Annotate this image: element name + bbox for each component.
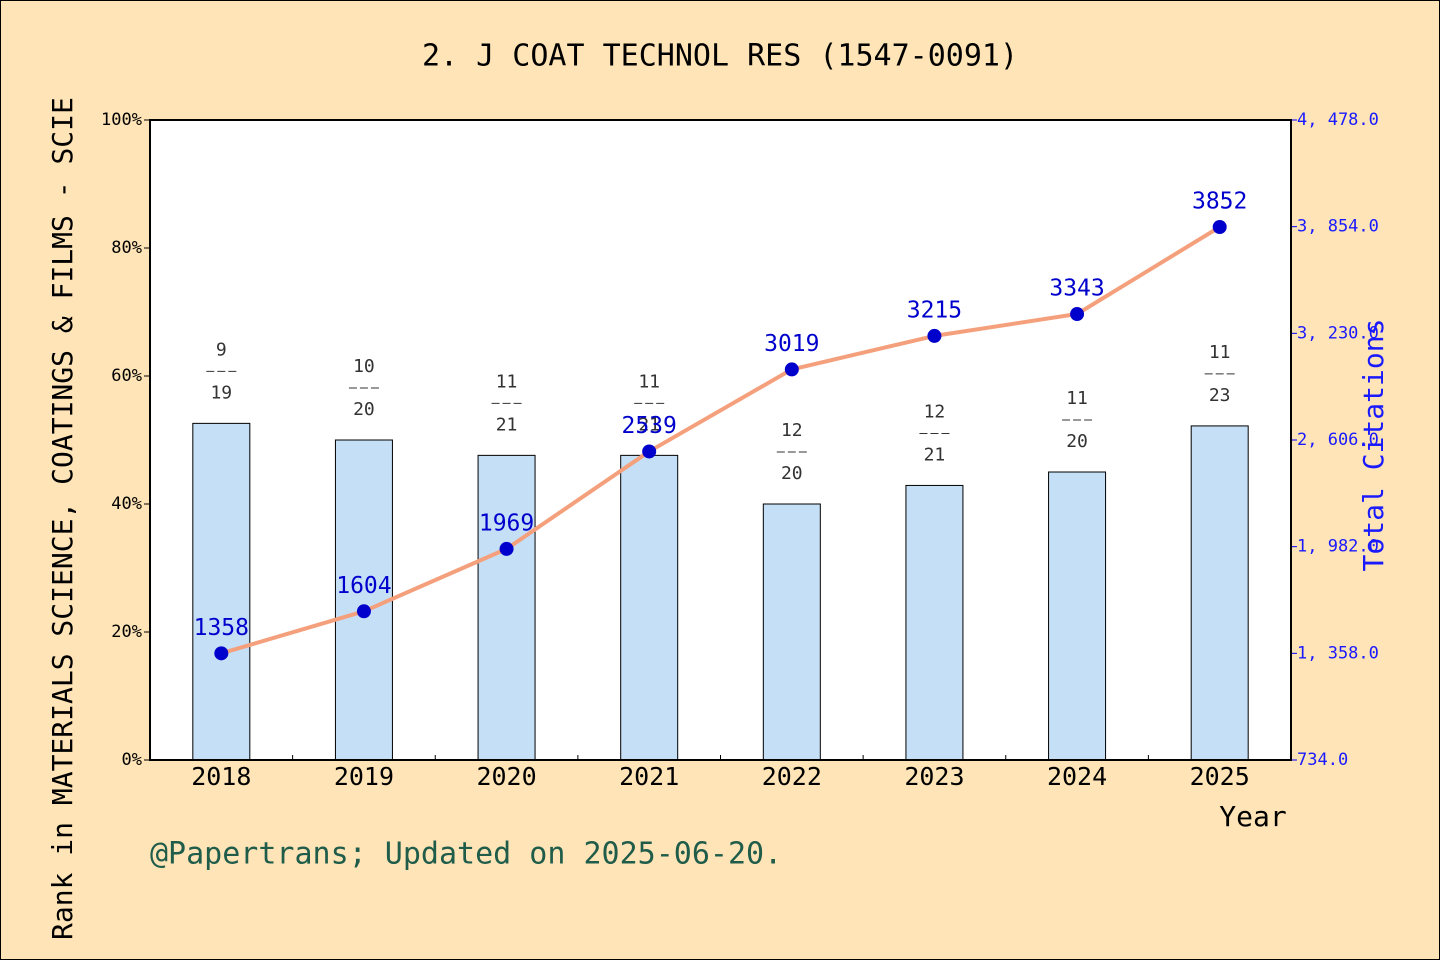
bar-total-label: 21	[496, 414, 518, 435]
x-tick-label: 2025	[1190, 762, 1250, 791]
citation-label: 3852	[1192, 189, 1247, 215]
citation-label: 3215	[907, 297, 962, 323]
citation-point	[499, 541, 514, 556]
citation-label: 3019	[764, 331, 819, 357]
bar-rank-label: 11	[1209, 342, 1231, 363]
x-tick-label: 2020	[476, 762, 536, 791]
bar-rank-label: 12	[924, 401, 946, 422]
y-tick-label: 20%	[111, 622, 142, 642]
citation-point	[1070, 307, 1085, 322]
citation-label: 2539	[621, 413, 676, 439]
y2-tick-label: 734.0	[1297, 750, 1348, 770]
bar	[620, 454, 679, 761]
bar-rank-label: 12	[781, 420, 803, 441]
y-tick-label: 100%	[101, 110, 142, 130]
citation-label: 1604	[336, 573, 391, 599]
chart-title: 2. J COAT TECHNOL RES (1547-0091)	[422, 39, 1018, 74]
bar	[1048, 471, 1107, 761]
y2-tick-label: 3, 230.0	[1297, 323, 1379, 343]
citation-point	[642, 444, 657, 459]
plot-area	[150, 120, 1291, 760]
bar	[334, 439, 393, 761]
y-tick-label: 60%	[111, 366, 142, 386]
citation-point	[1212, 220, 1227, 235]
bar-total-label: 23	[1209, 385, 1231, 406]
x-tick-label: 2019	[334, 762, 394, 791]
citation-point	[356, 604, 371, 619]
footer-note: @Papertrans; Updated on 2025-06-20.	[150, 837, 782, 872]
citation-label: 1358	[194, 615, 249, 641]
y-tick-label: 80%	[111, 238, 142, 258]
bar-rank-label: 11	[1066, 388, 1088, 409]
citation-label: 1969	[479, 510, 534, 536]
x-tick-label: 2021	[619, 762, 679, 791]
citation-line	[220, 225, 1221, 656]
y-tick-label: 0%	[122, 750, 142, 770]
bar-rank-label: 11	[496, 371, 518, 392]
x-tick-label: 2023	[904, 762, 964, 791]
bar-total-label: 19	[210, 382, 232, 403]
bar-rank-label: 11	[638, 371, 660, 392]
citation-label: 3343	[1049, 276, 1104, 302]
x-tick-label: 2024	[1047, 762, 1107, 791]
y2-axis-title: Total Citations	[1357, 319, 1390, 572]
bar-total-label: 21	[638, 414, 660, 435]
y-axis-title: Rank in MATERIALS SCIENCE, COATINGS & FI…	[46, 97, 79, 940]
bar	[1190, 425, 1249, 761]
citation-point	[214, 646, 229, 661]
bar	[192, 422, 251, 761]
bar-rank-label: 10	[353, 356, 375, 377]
y2-tick-label: 3, 854.0	[1297, 217, 1379, 237]
citation-point	[927, 328, 942, 343]
plot-border	[149, 119, 1292, 761]
y2-tick-label: 2, 606.0	[1297, 430, 1379, 450]
y-tick-label: 40%	[111, 494, 142, 514]
x-tick-label: 2018	[191, 762, 251, 791]
bar-total-label: 20	[781, 463, 803, 484]
bar-total-label: 21	[924, 444, 946, 465]
y2-tick-label: 1, 358.0	[1297, 643, 1379, 663]
bar-rank-label: 9	[216, 339, 227, 360]
x-axis-title: Year	[1219, 800, 1286, 833]
bar	[477, 454, 536, 761]
y2-tick-label: 4, 478.0	[1297, 110, 1379, 130]
x-tick-label: 2022	[762, 762, 822, 791]
bar-total-label: 20	[353, 399, 375, 420]
y2-tick-label: 1, 982.0	[1297, 537, 1379, 557]
citation-point	[784, 362, 799, 377]
bar	[762, 503, 821, 761]
bar-total-label: 20	[1066, 431, 1088, 452]
bar	[905, 484, 964, 761]
